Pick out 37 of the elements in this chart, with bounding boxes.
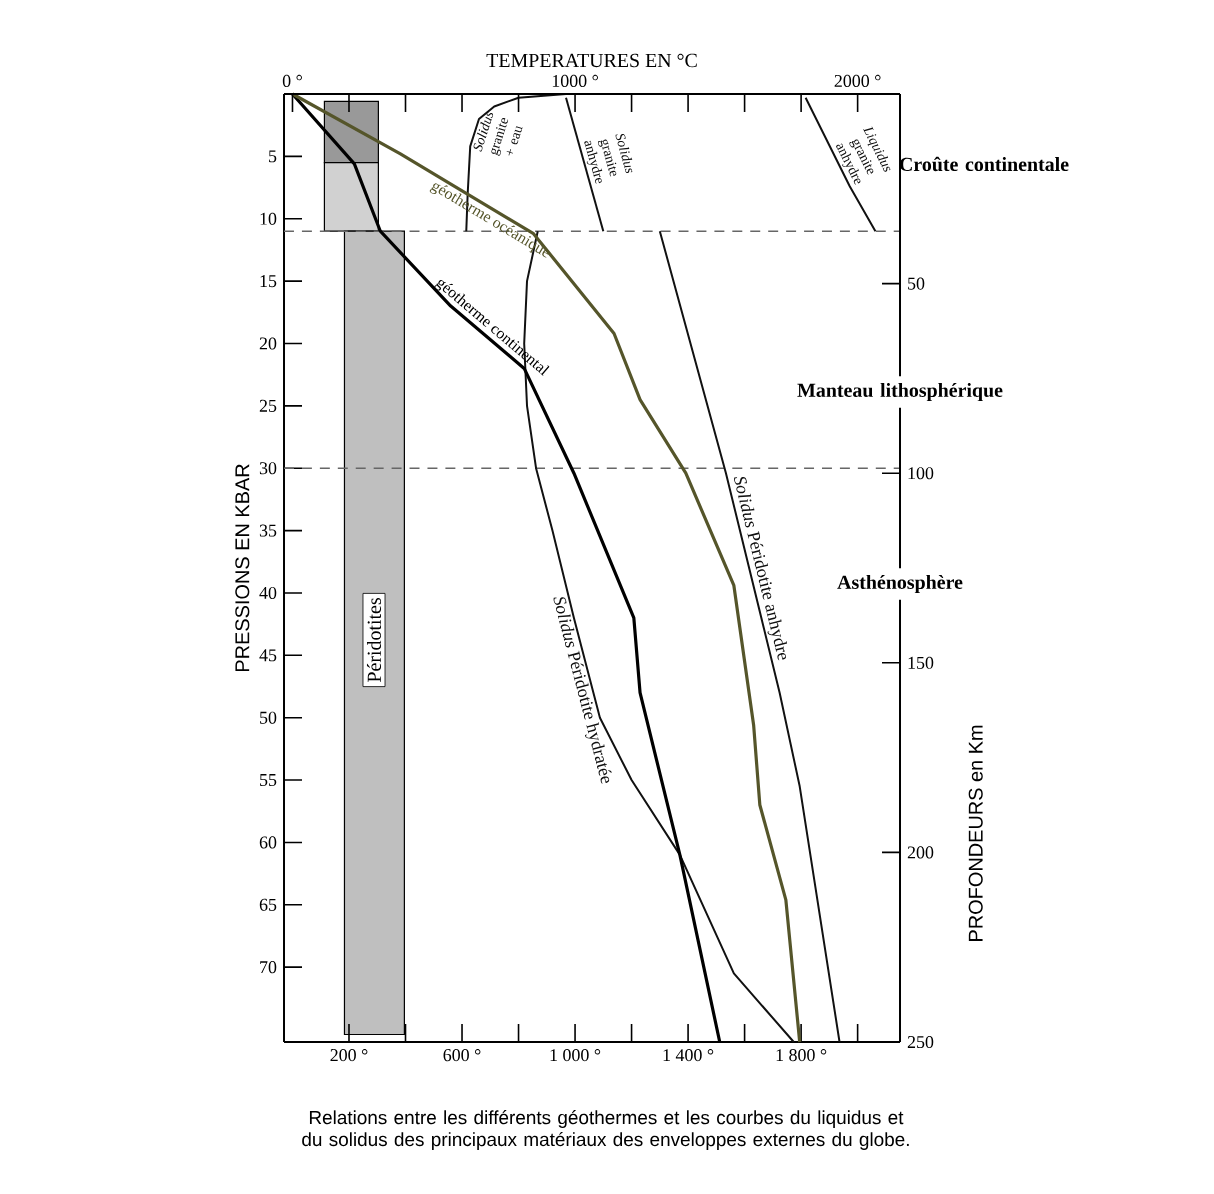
x2-tick-label: 2000 °	[834, 74, 881, 87]
x-tick-label: 1 800 °	[776, 1049, 827, 1062]
y2-tick-label: 250	[907, 1035, 934, 1049]
y-axis-title: PRESSIONS EN KBAR	[235, 464, 250, 672]
annotation: Péridotites	[366, 598, 382, 683]
y-tick-label: 25	[259, 399, 277, 412]
y-tick-label: 35	[259, 524, 277, 537]
text: Relations entre les différents géothermes et les courbes du liquidus et du solidus des principaux matériaux des enveloppes externes du globe.	[302, 1110, 909, 1150]
y-tick-label: 50	[260, 711, 277, 724]
text: Solidus Péridotite anhydre	[734, 476, 788, 661]
x2-tick-label: 1000 °	[552, 74, 598, 87]
text: Solidus Péridotite hydratée	[553, 597, 612, 784]
y-tick-label: 55	[260, 774, 277, 787]
y-tick-label: 15	[260, 275, 277, 288]
y2-tick-label: 50	[908, 277, 925, 290]
y2-axis-title: PROFONDEURS en Km	[968, 725, 983, 941]
x2-tick-label: 0 °	[282, 74, 302, 87]
x-tick-label: 600 °	[443, 1049, 481, 1062]
y-tick-label: 70	[260, 961, 277, 974]
y-tick-label: 45	[259, 649, 277, 662]
y2-tick-label: 150	[908, 656, 934, 669]
x-tick-label: 1 000 °	[550, 1049, 601, 1062]
annotation: Croûte continentale	[899, 156, 1069, 172]
y-tick-label: 30	[259, 462, 277, 475]
y-tick-label: 10	[260, 212, 277, 225]
y2-tick-label: 100	[908, 467, 934, 480]
y-tick-label: 60	[259, 836, 277, 849]
y2-tick-label: 200	[907, 846, 934, 859]
y-tick-label: 5	[269, 150, 277, 163]
y-tick-label: 65	[259, 898, 277, 911]
y-tick-label: 20	[259, 337, 277, 350]
x-tick-label: 200 °	[330, 1049, 368, 1062]
x2-axis-title: TEMPERATURES EN °C	[486, 53, 697, 68]
y-tick-label: 40	[259, 586, 277, 600]
annotation: Asthénosphère	[837, 574, 963, 594]
annotation: Manteau lithosphérique	[797, 382, 1003, 402]
x-tick-label: 1 400 °	[663, 1049, 714, 1062]
